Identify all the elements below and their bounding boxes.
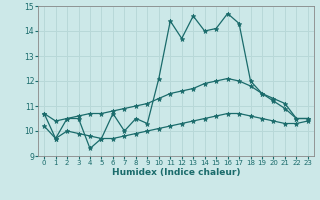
X-axis label: Humidex (Indice chaleur): Humidex (Indice chaleur) [112,168,240,177]
